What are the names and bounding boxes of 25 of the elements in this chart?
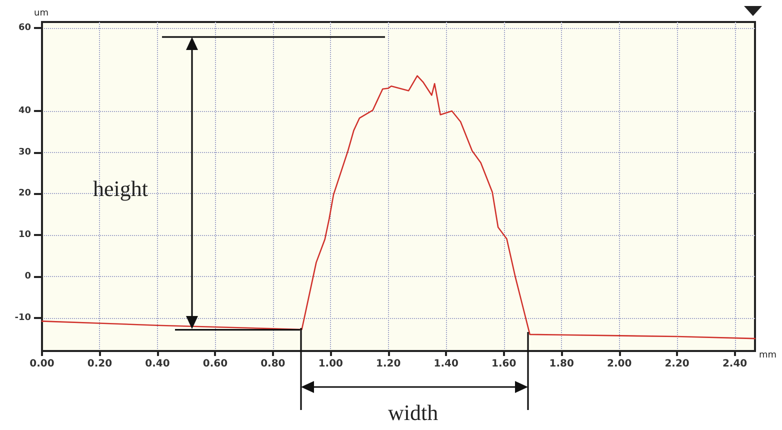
y-tick-label: 60 [18, 23, 31, 34]
y-tick-label: 0 [24, 272, 31, 282]
x-tick-label: 1.60 [492, 358, 516, 370]
x-tick-label: 0.80 [260, 358, 286, 370]
x-tick-label: 0.60 [202, 358, 228, 370]
x-tick-label: 0.40 [145, 358, 170, 370]
x-axis-title: mm [759, 350, 777, 360]
x-tick-label: 0.20 [87, 358, 112, 370]
y-tick-label: 20 [18, 188, 31, 199]
annotation: height [93, 176, 148, 201]
x-tick-label: 1.00 [318, 358, 344, 370]
y-axis-title: um [34, 8, 48, 18]
x-tick-label: 1.40 [434, 358, 458, 370]
y-tick-label: 30 [18, 147, 31, 158]
x-tick-label: 1.20 [376, 358, 401, 370]
x-tick-label: 2.00 [606, 358, 632, 370]
x-tick-label: 2.40 [722, 358, 748, 370]
x-tick-label: 2.20 [664, 358, 690, 370]
y-tick-label: 10 [18, 230, 31, 240]
text: width [388, 400, 438, 425]
line-series [41, 75, 756, 340]
x-tick-label: 1.80 [549, 358, 574, 370]
y-tick-label: 40 [18, 106, 31, 116]
x-tick-label: 0.00 [30, 358, 54, 370]
y-tick-label: -10 [14, 312, 31, 323]
